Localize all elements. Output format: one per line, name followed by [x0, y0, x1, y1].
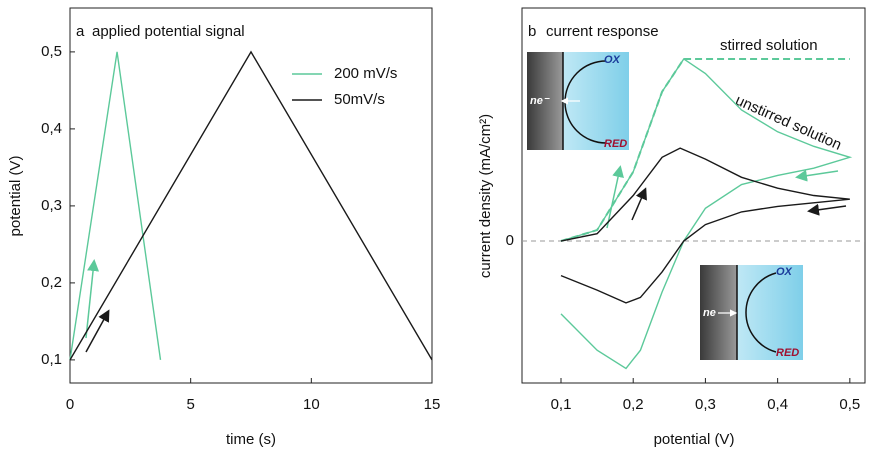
plot-frame — [69, 7, 433, 384]
annotation: unstirred solution — [733, 92, 844, 154]
chart-title: current response — [546, 23, 659, 40]
reaction-arc — [745, 272, 777, 353]
inset-label: RED — [604, 138, 627, 150]
y-tick-label: 0,3 — [41, 197, 62, 214]
y-axis-label: current density (mA/cm²) — [477, 114, 494, 278]
direction-arrow — [85, 259, 100, 339]
plot-frame — [521, 7, 866, 384]
electrode — [527, 52, 563, 150]
series-line — [560, 57, 853, 370]
x-tick-label: 0 — [66, 396, 74, 413]
y-tick-label: 0,5 — [41, 43, 62, 60]
inset-diagram: ne OX RED — [700, 265, 803, 360]
chart-title: applied potential signal — [92, 23, 245, 40]
x-tick-label: 0,1 — [551, 396, 572, 413]
inset-label: OX — [604, 54, 621, 66]
inset-label: ne⁻ — [530, 95, 550, 107]
series-line — [560, 147, 850, 304]
x-axis-label: time (s) — [226, 431, 276, 448]
x-tick-label: 15 — [424, 396, 441, 413]
panel-label: a — [76, 23, 85, 40]
x-tick-label: 10 — [303, 396, 320, 413]
x-tick-label: 5 — [186, 396, 194, 413]
direction-arrow — [795, 169, 839, 182]
y-axis-label: potential (V) — [7, 156, 24, 237]
solution — [737, 265, 803, 360]
inset-label: ne — [703, 307, 716, 319]
x-axis-label: potential (V) — [654, 431, 735, 448]
legend-label: 200 mV/s — [334, 65, 397, 82]
y-tick-label: 0,1 — [41, 351, 62, 368]
direction-arrow — [807, 203, 847, 216]
y-tick-label: 0 — [506, 232, 514, 249]
x-tick-label: 0,2 — [623, 396, 644, 413]
panel-label: b — [528, 23, 536, 40]
inset-label: RED — [776, 347, 799, 359]
legend-label: 50mV/s — [334, 91, 385, 108]
y-tick-label: 0,4 — [41, 120, 62, 137]
x-tick-label: 0,4 — [767, 396, 788, 413]
annotation: stirred solution — [720, 37, 818, 54]
inset-diagram: ne⁻ OX RED — [527, 52, 629, 150]
direction-arrow — [85, 309, 110, 353]
y-tick-label: 0,2 — [41, 274, 62, 291]
direction-arrow — [606, 165, 624, 229]
series-line — [69, 51, 162, 361]
direction-arrow — [631, 187, 647, 221]
inset-label: OX — [776, 266, 793, 278]
x-tick-label: 0,3 — [695, 396, 716, 413]
x-tick-label: 0,5 — [839, 396, 860, 413]
series-line — [69, 50, 433, 361]
